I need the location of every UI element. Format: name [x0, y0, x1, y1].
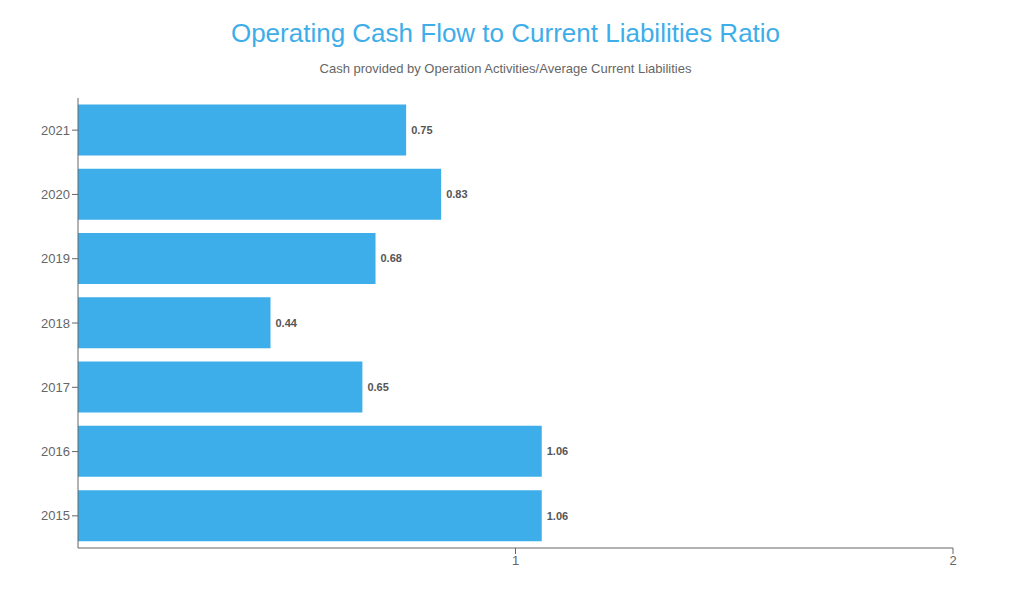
svg-text:0.83: 0.83 — [446, 188, 467, 200]
html-text:Operating Cash Flow to Current: Operating Cash Flow to Current Liabiliti… — [230, 18, 781, 48]
svg-text:1: 1 — [512, 553, 519, 568]
svg-text:0.65: 0.65 — [367, 381, 388, 393]
svg-text:0.68: 0.68 — [381, 252, 402, 264]
html-text:Cash provided by Operation Act: Cash provided by Operation Activities/Av… — [319, 61, 692, 76]
svg-text:2015: 2015 — [41, 508, 70, 523]
svg-text:2018: 2018 — [41, 316, 70, 331]
svg-text:0.44: 0.44 — [276, 317, 298, 329]
svg-text:2020: 2020 — [41, 187, 70, 202]
svg-text:2016: 2016 — [41, 444, 70, 459]
svg-text:1.06: 1.06 — [547, 445, 568, 457]
svg-text:2017: 2017 — [41, 380, 70, 395]
svg-text:0.75: 0.75 — [411, 124, 432, 136]
svg-text:1.06: 1.06 — [547, 510, 568, 522]
svg-text:2019: 2019 — [41, 251, 70, 266]
svg-text:2021: 2021 — [41, 123, 70, 138]
svg-text:2: 2 — [949, 553, 956, 568]
